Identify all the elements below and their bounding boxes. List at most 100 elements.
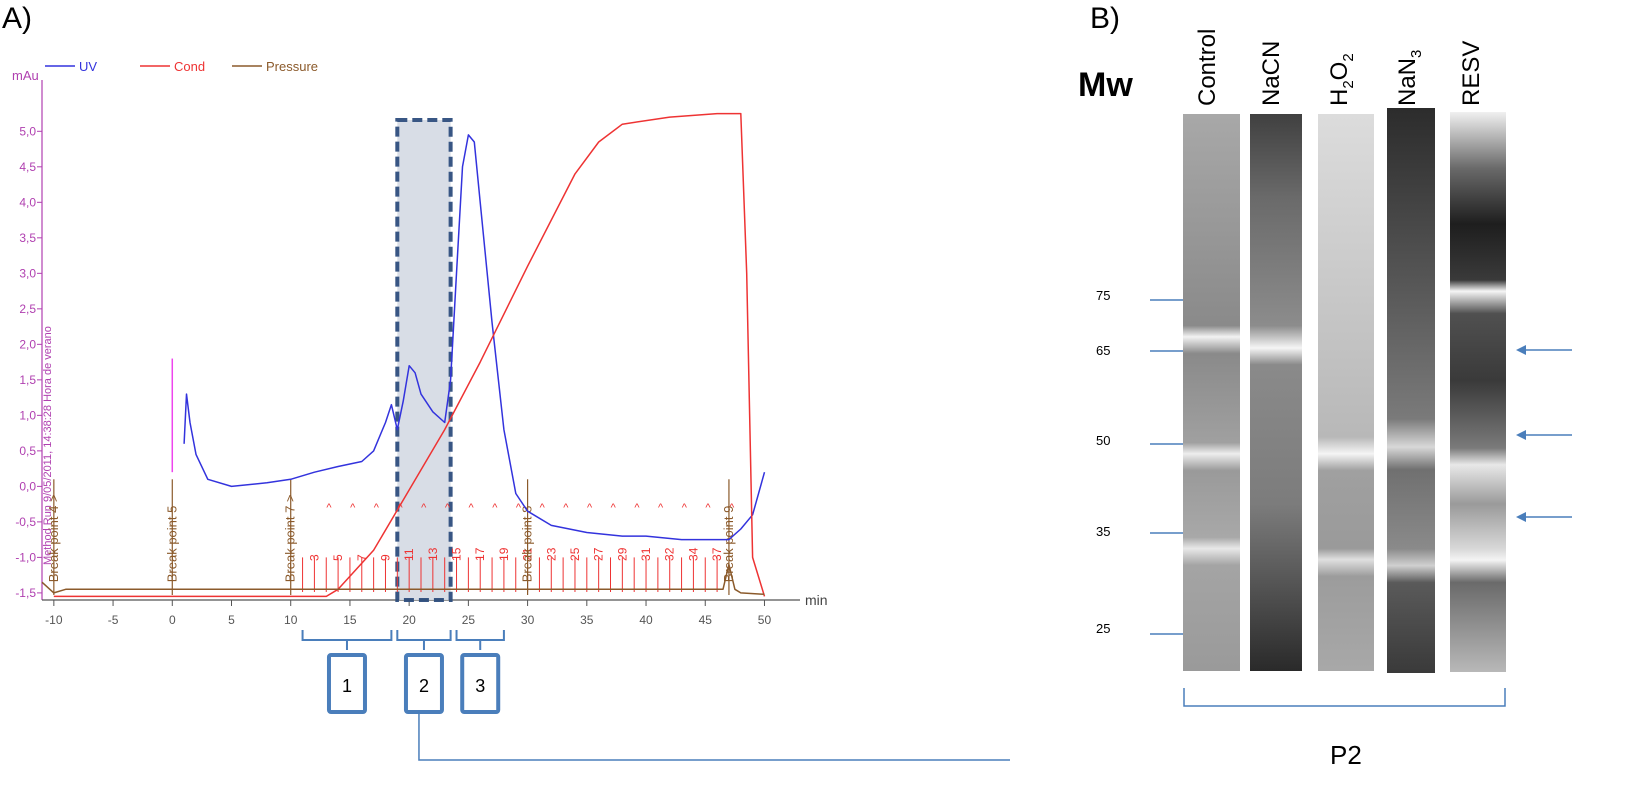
series-pressure [41, 563, 765, 596]
break-point-label: Break point 5 [164, 506, 179, 583]
fraction-caret: ^ [397, 502, 403, 514]
pool-arrow-line [418, 712, 1010, 761]
y-tick-label: 1,5 [19, 373, 36, 387]
legend-label: UV [79, 59, 97, 74]
fraction-label: 19 [497, 547, 511, 561]
y-tick-label: 3,0 [19, 266, 36, 280]
band-arrow-50 [1516, 430, 1572, 440]
x-tick-label: 0 [169, 613, 176, 627]
fraction-label: 5 [331, 554, 345, 561]
chart-axes: mAu min -1,5 -1,0 -0,5 0,0 0,5 1,0 1,5 2,0 2,5 3,0 3… [12, 68, 828, 627]
fraction-caret: ^ [445, 502, 451, 514]
panel-b-label: B) [1090, 2, 1120, 35]
break-point-label: Break point 8 [520, 506, 535, 583]
fraction-label: 17 [473, 547, 487, 561]
y-tick-label: 4,0 [19, 195, 36, 209]
series-uv [183, 134, 766, 541]
legend-label: Cond [174, 59, 205, 74]
fraction-caret: ^ [374, 502, 380, 514]
mw-marker-50: 50 [1096, 433, 1111, 448]
fraction-caret: ^ [563, 502, 569, 514]
fraction-group-bracket [455, 630, 505, 650]
fraction-caret: ^ [540, 502, 546, 514]
gel-lane-nan3 [1387, 108, 1435, 673]
gel-lane-nacn [1250, 114, 1302, 671]
mw-title: Mw [1078, 66, 1133, 104]
x-tick-label: -10 [45, 613, 63, 627]
mw-marker-75: 75 [1096, 288, 1111, 303]
pool-arrow [418, 712, 1010, 761]
fraction-group-box [460, 653, 501, 714]
band-arrow-65 [1516, 345, 1572, 355]
fraction-caret: ^ [658, 502, 664, 514]
x-tick-label: 25 [462, 613, 476, 627]
y-tick-label: 2,0 [19, 337, 36, 351]
x-axis-unit: min [805, 592, 828, 608]
y-tick-label: 5,0 [19, 124, 36, 138]
chart-series [41, 112, 766, 598]
fraction-label: 37 [710, 547, 724, 561]
y-tick-label: 2,5 [19, 302, 36, 316]
chromatogram-panel: A) UV Cond Pressure mAu min -1,5 -1,0 -0,5 0,0 0… [2, 2, 1010, 761]
y-tick-label: 3,5 [19, 231, 36, 245]
x-tick-label: 5 [228, 613, 235, 627]
fraction-caret: ^ [729, 502, 735, 514]
fraction-caret: ^ [492, 502, 498, 514]
y-tick-label: 0,0 [19, 479, 36, 493]
y-tick-label: -0,5 [15, 515, 36, 529]
fraction-label: 27 [592, 547, 606, 561]
fraction-group-label: 2 [419, 676, 429, 696]
fraction-label: 11 [402, 548, 416, 561]
y-tick-label: -1,0 [15, 550, 36, 564]
fraction-group-bracket [396, 630, 452, 650]
fraction-label: 23 [544, 547, 558, 561]
x-tick-label: 45 [699, 613, 713, 627]
fraction-caret: ^ [469, 502, 475, 514]
break-points: Break point 4 > Break point 5 Break point … [46, 358, 736, 595]
fraction-label: 32 [663, 547, 677, 561]
x-tick-label: 50 [758, 613, 772, 627]
fraction-caret: ^ [421, 502, 427, 514]
fraction-caret: ^ [587, 502, 593, 514]
fraction-group-box [326, 653, 367, 714]
fraction-group-label: 1 [342, 676, 352, 696]
gel-lane-resv [1450, 112, 1506, 672]
fraction-label: 7 [355, 554, 369, 561]
x-tick-label: 15 [343, 613, 357, 627]
fraction-label: 29 [615, 547, 629, 561]
method-run-text: Method Run 9/05/2011, 14:38:28 Hora de v… [42, 326, 54, 565]
break-point-label: Break point 4 > [46, 494, 61, 582]
fraction-label: 13 [426, 547, 440, 561]
gel-lane-h2o2 [1318, 114, 1374, 671]
fraction-caret: ^ [682, 502, 688, 514]
x-tick-label: 40 [639, 613, 653, 627]
gel-pool-label: P2 [1330, 740, 1362, 770]
x-tick-label: 30 [521, 613, 535, 627]
fraction-label: 31 [639, 547, 653, 561]
lanes-bracket [1183, 688, 1506, 707]
chromatogram-chart: UV Cond Pressure mAu min -1,5 -1,0 -0,5 0,0 0,5 1… [12, 59, 1010, 761]
fraction-group-label: 3 [475, 676, 485, 696]
highlight-region [395, 118, 453, 602]
mw-marker-65: 65 [1096, 343, 1111, 358]
y-axis-unit: mAu [12, 68, 39, 83]
legend-label: Pressure [266, 59, 318, 74]
x-tick-label: 20 [402, 613, 416, 627]
break-point-label: Break point 7 > [283, 494, 298, 582]
panel-a-label: A) [2, 2, 32, 35]
fraction-group-bracket [301, 630, 393, 650]
fraction-caret: ^ [634, 502, 640, 514]
series-cond [53, 112, 766, 598]
fraction-caret: ^ [705, 502, 711, 514]
x-tick-label: 35 [580, 613, 594, 627]
gel-graphics [1150, 108, 1572, 707]
fraction-label: 34 [686, 547, 700, 561]
fraction-markers: 3^5^7^9^11^13^15^17^19^21^23^25^27^29^31… [302, 502, 735, 592]
fraction-group-box [403, 653, 444, 714]
fraction-label: 25 [568, 547, 582, 561]
fraction-caret: ^ [326, 502, 332, 514]
fraction-caret: ^ [350, 502, 356, 514]
mw-marker-25: 25 [1096, 621, 1111, 636]
gel-panel: B) Mw Control NaCN H2O2 NaN3 RESV 75 65 … [1010, 0, 1645, 805]
fraction-caret: ^ [516, 502, 522, 514]
